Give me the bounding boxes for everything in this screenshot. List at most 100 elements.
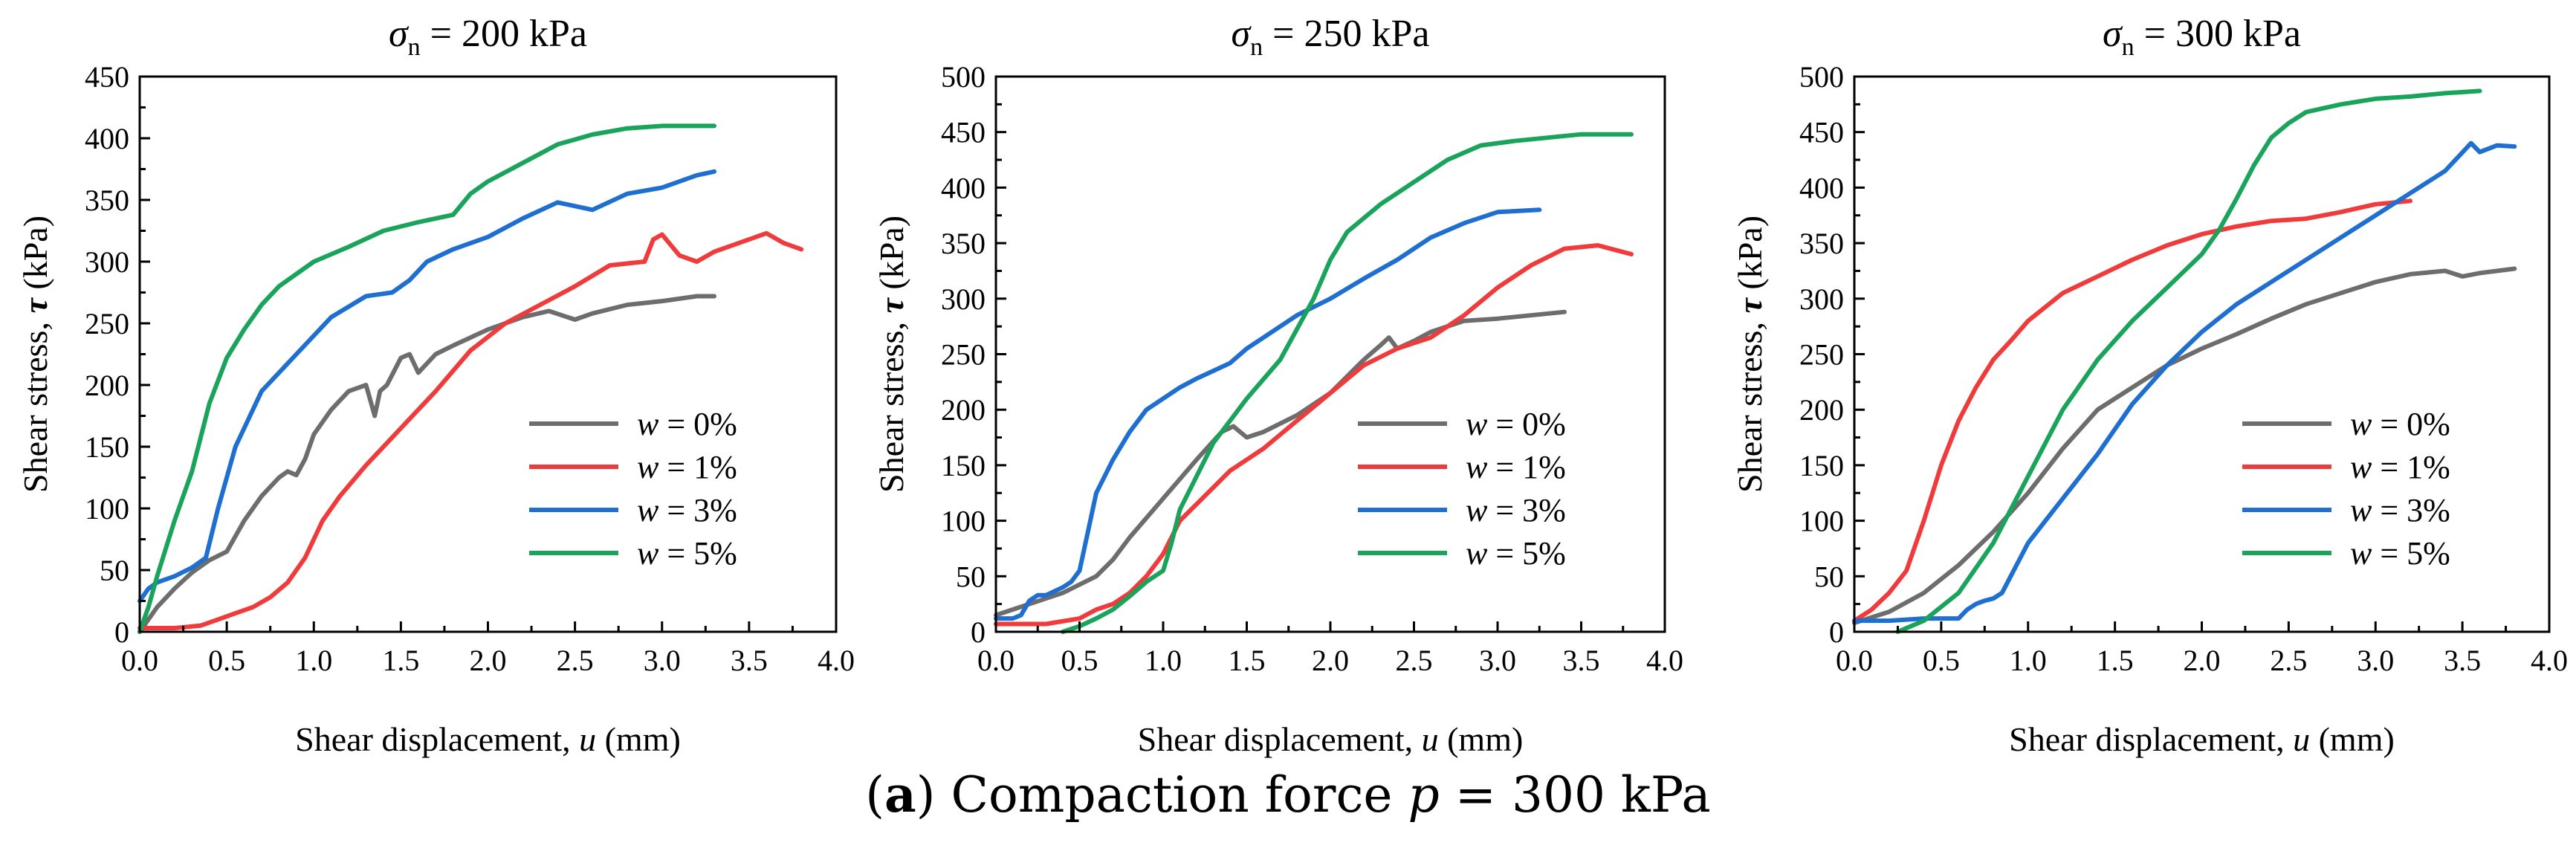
x-tick-label: 1.5 — [382, 644, 419, 677]
y-axis-label: Shear stress, τ (kPa) — [16, 216, 54, 493]
legend-label-4: w = 5% — [637, 535, 737, 572]
y-tick-label: 450 — [85, 60, 129, 94]
x-tick-label: 2.5 — [1396, 644, 1433, 677]
y-tick-label: 300 — [941, 282, 986, 316]
legend-symbol: w — [637, 535, 659, 572]
y-tick-label: 300 — [1799, 282, 1844, 316]
y-tick-label: 350 — [941, 227, 986, 260]
x-tick-label: 1.0 — [1145, 644, 1182, 677]
y-tick-label: 500 — [1799, 60, 1844, 94]
legend-symbol: w — [1466, 535, 1488, 572]
x-tick-label: 4.0 — [1646, 644, 1683, 677]
y-tick-label: 400 — [941, 171, 986, 204]
legend-value: = 5% — [1487, 535, 1565, 572]
y-axis-label-unit: (kPa) — [873, 216, 910, 298]
y-tick-label: 300 — [85, 245, 129, 279]
y-axis-label-unit: (kPa) — [16, 216, 54, 298]
caption-text: Compaction force — [951, 766, 1393, 824]
title-subscript: n — [1250, 33, 1263, 61]
x-axis-label-text: Shear displacement, — [1138, 720, 1422, 758]
x-tick-label: 0.5 — [208, 644, 245, 677]
y-axis-label-text: Shear stress, — [873, 314, 910, 493]
x-tick-label: 2.0 — [470, 644, 507, 677]
y-tick-label: 150 — [941, 449, 986, 482]
legend-value: = 0% — [2372, 406, 2450, 442]
legend-symbol: w — [1466, 492, 1488, 528]
legend-label-2: w = 1% — [2350, 449, 2450, 485]
caption-value: = 300 kPa — [1454, 766, 1711, 824]
legend-symbol: w — [637, 449, 659, 485]
chart-title: σn = 200 kPa — [389, 13, 587, 61]
chart-panel-1: σn = 200 kPa 0.0 0.5 1.0 1.5 2.0 2.5 3.0 3.5 4.0 0… — [16, 13, 855, 758]
y-tick-label: 100 — [1799, 505, 1844, 538]
x-tick-label: 1.5 — [2097, 644, 2134, 677]
legend-label-1: w = 0% — [637, 406, 737, 442]
x-axis-label-symbol: u — [2293, 720, 2310, 758]
legend-value: = 3% — [658, 492, 737, 528]
legend-symbol: w — [1466, 406, 1488, 442]
legend-value: = 0% — [1487, 406, 1565, 442]
y-tick-label: 150 — [1799, 449, 1844, 482]
y-tick-label: 350 — [1799, 227, 1844, 260]
x-tick-label: 2.0 — [2184, 644, 2221, 677]
chart-title: σn = 300 kPa — [2103, 13, 2301, 61]
y-tick-label: 50 — [100, 554, 129, 587]
x-axis-label-unit: (mm) — [1439, 720, 1524, 758]
series-line-4 — [1895, 88, 2482, 634]
y-tick-label: 0 — [114, 615, 129, 649]
y-tick-label: 50 — [1814, 560, 1844, 593]
legend-label-1: w = 0% — [1466, 406, 1566, 442]
y-tick-label: 500 — [941, 60, 986, 94]
y-axis-label: Shear stress, τ (kPa) — [1731, 216, 1769, 493]
y-axis-label-text: Shear stress, — [16, 314, 54, 493]
x-axis-label-symbol: u — [1422, 720, 1439, 758]
x-tick-label: 1.5 — [1229, 644, 1266, 677]
y-tick-label: 200 — [85, 369, 129, 402]
y-axis-label: Shear stress, τ (kPa) — [873, 216, 910, 493]
series-line-2 — [137, 230, 804, 630]
series-line-3 — [1852, 140, 2517, 624]
chart-title: σn = 250 kPa — [1232, 13, 1430, 61]
title-symbol: σ — [2103, 13, 2123, 55]
x-tick-label: 0.5 — [1061, 644, 1098, 677]
y-tick-label: 200 — [1799, 393, 1844, 427]
legend-value: = 5% — [658, 535, 737, 572]
x-tick-label: 4.0 — [2531, 644, 2568, 677]
legend-symbol: w — [2350, 449, 2372, 485]
x-axis-label: Shear displacement, u (mm) — [2009, 720, 2395, 758]
x-tick-label: 2.5 — [2270, 644, 2307, 677]
legend-symbol: w — [2350, 535, 2372, 572]
y-tick-label: 250 — [941, 338, 986, 372]
legend-value: = 3% — [2372, 492, 2450, 528]
legend-label-3: w = 3% — [637, 492, 737, 528]
legend-label-3: w = 3% — [1466, 492, 1566, 528]
y-tick-label: 200 — [941, 393, 986, 427]
legend-label-4: w = 5% — [1466, 535, 1566, 572]
series-line-4 — [137, 123, 716, 634]
legend-symbol: w — [637, 406, 659, 442]
legend-value: = 5% — [2372, 535, 2450, 572]
legend-symbol: w — [2350, 492, 2372, 528]
y-axis-label-symbol: τ — [16, 297, 54, 314]
legend-label-1: w = 0% — [2350, 406, 2450, 442]
y-axis-label-text: Shear stress, — [1731, 314, 1769, 493]
y-axis-label-unit: (kPa) — [1731, 216, 1769, 298]
legend-value: = 1% — [2372, 449, 2450, 485]
legend-symbol: w — [2350, 406, 2372, 442]
y-tick-label: 0 — [971, 615, 986, 649]
legend-label-3: w = 3% — [2350, 492, 2450, 528]
legend-symbol: w — [637, 492, 659, 528]
legend-label-4: w = 5% — [2350, 535, 2450, 572]
title-value: = 300 kPa — [2135, 13, 2301, 55]
legend-symbol: w — [1466, 449, 1488, 485]
series-line-4 — [1061, 132, 1634, 634]
x-tick-label: 0.5 — [1923, 644, 1960, 677]
y-axis-label-symbol: τ — [873, 297, 910, 314]
x-tick-label: 4.0 — [818, 644, 855, 677]
x-tick-label: 0.0 — [1836, 644, 1873, 677]
y-tick-label: 450 — [941, 116, 986, 149]
series-line-3 — [137, 169, 716, 604]
x-tick-label: 3.0 — [1479, 644, 1516, 677]
